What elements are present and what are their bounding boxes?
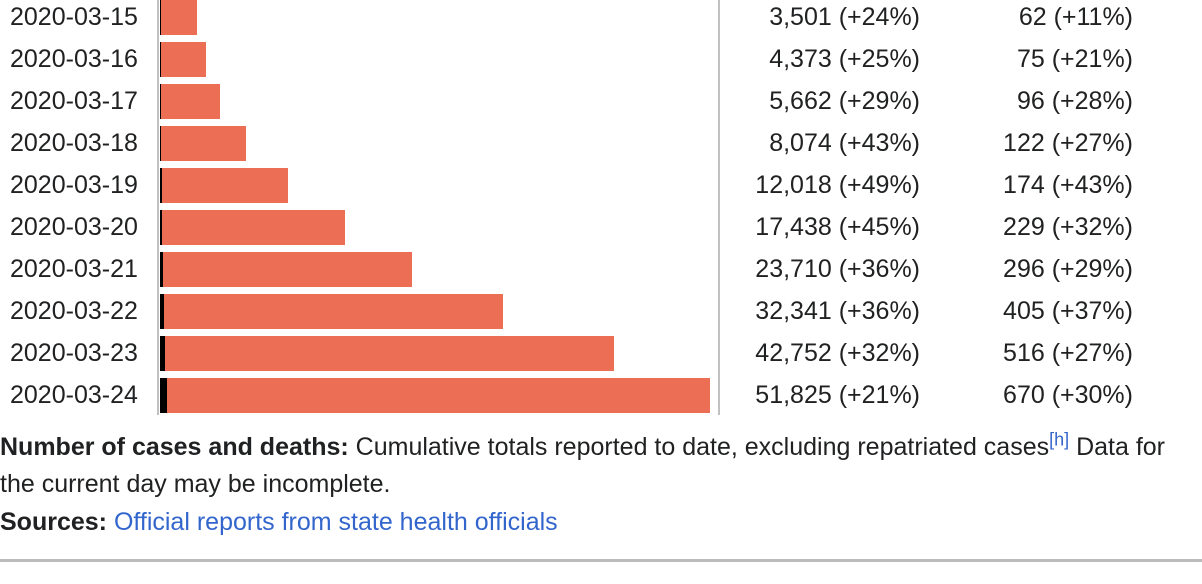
- cases-bar: [160, 378, 710, 413]
- cases-value: 42,752 (+32%): [755, 339, 920, 367]
- chart-right-border: [718, 0, 720, 415]
- deaths-value: 75 (+21%): [1016, 45, 1133, 73]
- row-date-label: 2020-03-22: [10, 297, 138, 325]
- cases-value: 32,341 (+36%): [755, 297, 920, 325]
- cases-value: 4,373 (+25%): [769, 45, 920, 73]
- row-date-label: 2020-03-18: [10, 129, 138, 157]
- deaths-bar: [160, 126, 162, 161]
- deaths-value: 174 (+43%): [1003, 171, 1133, 199]
- row-date-label: 2020-03-24: [10, 381, 138, 409]
- deaths-bar: [160, 210, 163, 245]
- deaths-bar: [160, 84, 162, 119]
- deaths-bar: [160, 168, 162, 203]
- deaths-value: 229 (+32%): [1003, 213, 1133, 241]
- deaths-bar: [160, 336, 166, 371]
- cases-bar: [160, 252, 412, 287]
- cases-bar: [160, 168, 288, 203]
- deaths-value: 122 (+27%): [1003, 129, 1133, 157]
- cases-bar: [160, 336, 614, 371]
- cases-value: 8,074 (+43%): [769, 129, 920, 157]
- row-date-label: 2020-03-16: [10, 45, 138, 73]
- cases-bar: [160, 0, 198, 35]
- chart-caption: Number of cases and deaths: Cumulative t…: [0, 429, 1170, 503]
- row-date-label: 2020-03-19: [10, 171, 138, 199]
- deaths-value: 670 (+30%): [1003, 381, 1133, 409]
- cases-value: 17,438 (+45%): [755, 213, 920, 241]
- cases-bar: [160, 42, 207, 77]
- sources-link[interactable]: Official reports from state health offic…: [113, 508, 558, 536]
- row-date-label: 2020-03-21: [10, 255, 138, 283]
- deaths-value: 62 (+11%): [1018, 3, 1133, 31]
- deaths-value: 405 (+37%): [1003, 297, 1133, 325]
- deaths-value: 96 (+28%): [1016, 87, 1133, 115]
- deaths-bar: [160, 378, 168, 413]
- row-date-label: 2020-03-23: [10, 339, 138, 367]
- cases-value: 23,710 (+36%): [755, 255, 920, 283]
- cases-bar-chart: 2020-03-15 3,501 (+24%) 62 (+11%) 2020-03-1…: [10, 0, 1133, 415]
- footnote-link[interactable]: [h]: [1049, 429, 1070, 450]
- deaths-value: 296 (+29%): [1003, 255, 1133, 283]
- sources-label: Sources:: [0, 508, 107, 536]
- cases-bar: [160, 294, 504, 329]
- deaths-bar: [160, 252, 164, 287]
- horizontal-divider: [0, 559, 1202, 562]
- deaths-bar: [160, 0, 161, 35]
- cases-value: 12,018 (+49%): [755, 171, 920, 199]
- deaths-value: 516 (+27%): [1003, 339, 1133, 367]
- deaths-bar: [160, 42, 161, 77]
- row-date-label: 2020-03-15: [10, 3, 138, 31]
- cases-value: 5,662 (+29%): [769, 87, 920, 115]
- cases-value: 51,825 (+21%): [755, 381, 920, 409]
- caption-text-before-ref: Cumulative totals reported to date, excl…: [348, 433, 1050, 461]
- cases-value: 3,501 (+24%): [769, 3, 920, 31]
- row-date-label: 2020-03-20: [10, 213, 138, 241]
- caption-text-after-ref: Data for the current day may be incomple…: [0, 433, 1165, 498]
- cases-bar: [160, 210, 346, 245]
- cases-bar: [160, 84, 221, 119]
- caption-label: Number of cases and deaths:: [0, 433, 349, 461]
- sources-line: Sources: Official reports from state hea…: [0, 504, 558, 541]
- row-date-label: 2020-03-17: [10, 87, 138, 115]
- chart-left-axis: [157, 0, 159, 415]
- deaths-bar: [160, 294, 165, 329]
- footnote-sup: [h]: [1049, 430, 1069, 450]
- cases-bar: [160, 126, 246, 161]
